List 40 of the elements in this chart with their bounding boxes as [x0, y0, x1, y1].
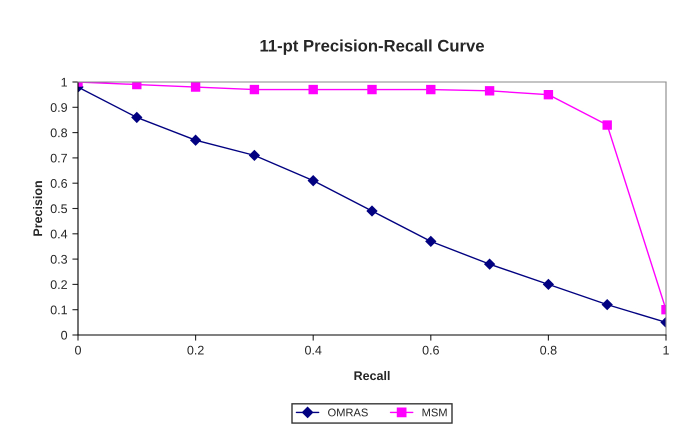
x-axis-title: Recall: [354, 370, 390, 380]
y-tick-label: 0.6: [50, 179, 68, 188]
y-tick-label: 0.3: [50, 254, 68, 264]
point: [602, 299, 613, 310]
y-tick-label: 0.9: [50, 103, 67, 112]
y-tick-label: 0.7: [50, 154, 67, 163]
point: [248, 150, 260, 161]
legend-label: MSM: [422, 408, 447, 416]
y-tick-label: 0.5: [50, 204, 68, 214]
point: [132, 82, 142, 90]
point: [250, 84, 260, 94]
point: [190, 82, 200, 92]
x-tick-label: 1: [663, 346, 669, 354]
point: [544, 90, 554, 100]
point: [484, 258, 496, 270]
x-tick-label: 0.8: [540, 346, 557, 355]
chart-title: 11-pt Precision-Recall Curve: [260, 39, 484, 55]
y-tick-label: 1: [62, 78, 67, 87]
point: [131, 112, 142, 123]
x-tick-label: 0: [75, 346, 81, 355]
point: [426, 84, 436, 94]
point: [190, 134, 202, 146]
legend-label: OMRAS: [328, 408, 368, 416]
point: [367, 84, 377, 94]
x-tick-label: 0.2: [187, 346, 204, 355]
point: [542, 278, 554, 290]
point: [366, 206, 378, 216]
y-tick-label: 0.1: [50, 306, 67, 314]
point: [425, 236, 436, 247]
y-tick-label: 0: [61, 330, 68, 340]
point: [308, 84, 318, 94]
x-tick-label: 0.6: [422, 346, 439, 355]
x-tick-label: 0.4: [305, 346, 322, 355]
y-tick-label: 0.8: [50, 128, 68, 138]
y-tick-label: 0.4: [50, 230, 68, 238]
y-axis-title: Precision: [33, 181, 42, 236]
point: [602, 120, 612, 130]
point: [308, 175, 319, 186]
y-tick-label: 0.2: [50, 280, 67, 290]
point: [484, 86, 494, 96]
